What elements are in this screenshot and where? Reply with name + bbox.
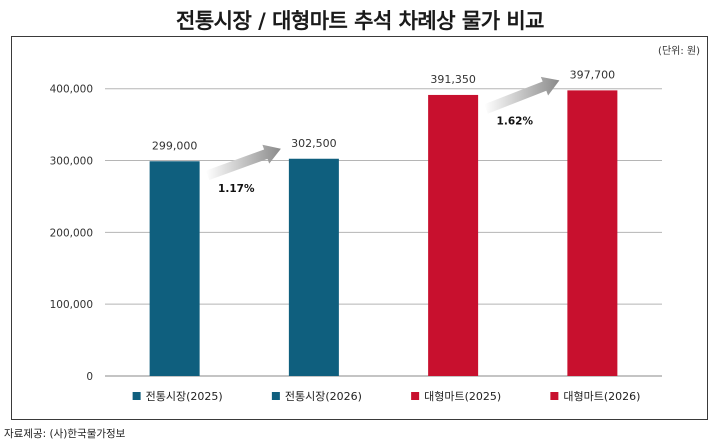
data-labels: 299,000 302,500 391,350 397,700 [152,68,615,152]
legend-label: 전통시장(2026) [285,390,362,403]
source-note: 자료제공: (사)한국물가정보 [4,428,126,440]
legend-label: 대형마트(2026) [563,390,640,403]
data-label: 391,350 [430,73,476,86]
legend-swatch [411,392,420,400]
y-tick-label: 100,000 [50,299,93,311]
y-tick-label: 300,000 [50,156,93,168]
chart-title: 전통시장 / 대형마트 추석 차례상 물가 비교 [176,9,544,33]
growth-arrows: 1.17% 1.62% [205,76,560,195]
y-tick-label: 400,000 [50,84,93,96]
legend-label: 전통시장(2025) [146,390,223,403]
growth-percent-label: 1.62% [497,116,534,128]
bar [149,161,200,376]
y-axis-ticks: 0 100,000 200,000 300,000 400,000 [50,84,93,383]
legend-swatch [271,392,280,400]
unit-label: (단위: 원) [658,46,700,57]
data-label: 397,700 [570,68,616,81]
data-label: 299,000 [152,139,198,152]
bar [428,94,479,376]
growth-arrow [205,144,281,180]
data-label: 302,500 [291,137,337,150]
y-tick-label: 200,000 [50,227,93,239]
legend-swatch [550,392,559,400]
legend-label: 대형마트(2025) [424,390,501,403]
legend: 전통시장(2025) 전통시장(2026) 대형마트(2025) 대형마트(2026) [132,390,640,403]
bars [149,90,618,376]
growth-percent-label: 1.17% [218,183,255,195]
bar [567,90,618,376]
chart-frame [11,36,708,420]
bar [288,158,339,376]
y-tick-label: 0 [86,371,93,383]
legend-swatch [132,392,141,400]
growth-arrow [484,76,560,114]
